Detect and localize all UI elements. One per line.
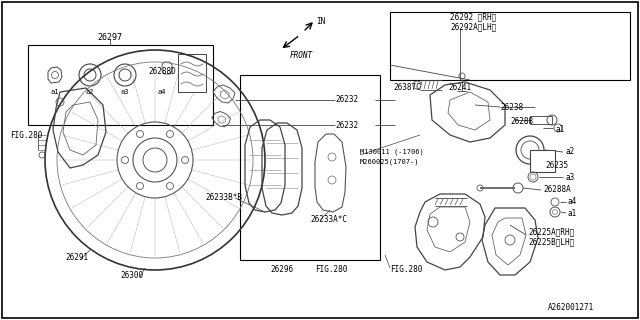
Text: 26233A*C: 26233A*C bbox=[310, 215, 347, 225]
Text: 26232: 26232 bbox=[335, 121, 358, 130]
Text: 26291: 26291 bbox=[65, 253, 88, 262]
Text: a3: a3 bbox=[565, 172, 574, 181]
Text: 26292 〈RH〉: 26292 〈RH〉 bbox=[450, 12, 496, 21]
Text: 26288A: 26288A bbox=[543, 186, 571, 195]
Text: FIG.280: FIG.280 bbox=[390, 266, 422, 275]
Text: 26296: 26296 bbox=[270, 266, 293, 275]
Bar bbox=[240, 75, 380, 260]
Text: 26225A〈RH〉: 26225A〈RH〉 bbox=[528, 228, 574, 236]
Text: M130011 (-1706): M130011 (-1706) bbox=[360, 149, 424, 155]
Text: 26387C: 26387C bbox=[393, 84, 420, 92]
Bar bbox=[530, 116, 552, 124]
Text: 26232: 26232 bbox=[335, 95, 358, 105]
Text: 26288: 26288 bbox=[510, 117, 533, 126]
Text: FIG.280: FIG.280 bbox=[10, 131, 42, 140]
Text: a1: a1 bbox=[568, 209, 577, 218]
Text: a4: a4 bbox=[568, 197, 577, 206]
Bar bbox=[28, 45, 213, 125]
Text: A262001271: A262001271 bbox=[548, 303, 595, 313]
Text: 26288D: 26288D bbox=[148, 68, 176, 76]
Text: 26238: 26238 bbox=[500, 102, 523, 111]
Text: a1: a1 bbox=[555, 125, 564, 134]
Text: 26300: 26300 bbox=[120, 270, 143, 279]
Text: FRONT: FRONT bbox=[290, 51, 313, 60]
Text: 26235: 26235 bbox=[545, 161, 568, 170]
Text: 26241: 26241 bbox=[448, 84, 471, 92]
Text: a1: a1 bbox=[51, 89, 60, 95]
Text: a4: a4 bbox=[157, 89, 166, 95]
Text: M260025(1707-): M260025(1707-) bbox=[360, 159, 419, 165]
Text: a2: a2 bbox=[86, 89, 94, 95]
Bar bbox=[178, 54, 206, 92]
Text: 26292A〈LH〉: 26292A〈LH〉 bbox=[450, 22, 496, 31]
Text: 26233B*B: 26233B*B bbox=[205, 194, 242, 203]
Text: IN: IN bbox=[316, 18, 325, 27]
Bar bbox=[390, 12, 630, 80]
Text: 26297: 26297 bbox=[97, 33, 122, 42]
Text: a3: a3 bbox=[121, 89, 129, 95]
Bar bbox=[530, 150, 555, 172]
Text: FIG.280: FIG.280 bbox=[315, 266, 348, 275]
Text: 26225B〈LH〉: 26225B〈LH〉 bbox=[528, 237, 574, 246]
Text: a2: a2 bbox=[565, 148, 574, 156]
